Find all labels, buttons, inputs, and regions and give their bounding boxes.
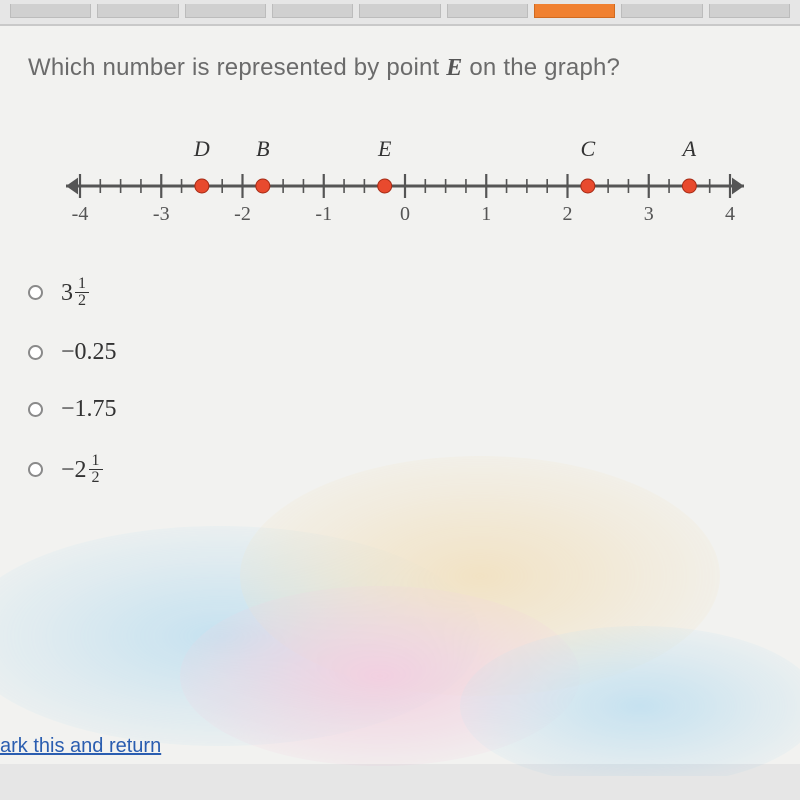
progress-tab[interactable] [709, 4, 790, 18]
svg-text:1: 1 [481, 203, 491, 225]
progress-tab[interactable] [185, 4, 266, 18]
question-suffix: on the graph? [463, 54, 621, 81]
radio-button[interactable] [28, 345, 43, 360]
radio-button[interactable] [28, 402, 43, 417]
progress-tab[interactable] [272, 4, 353, 18]
question-text: Which number is represented by point E o… [28, 54, 772, 82]
answer-option[interactable]: 312 [28, 276, 772, 309]
svg-text:-3: -3 [153, 203, 170, 225]
progress-tab[interactable] [10, 4, 91, 18]
mark-and-return-link[interactable]: ark this and return [0, 735, 161, 758]
number-line-svg: -4 -3 -2 -1 0 1 2 3 4 D B E C A [50, 116, 750, 236]
answer-option[interactable]: −212 [28, 453, 772, 486]
svg-text:-4: -4 [72, 203, 89, 225]
svg-text:3: 3 [644, 203, 654, 225]
svg-text:A: A [681, 136, 697, 161]
svg-text:D: D [193, 136, 210, 161]
progress-tab[interactable] [447, 4, 528, 18]
option-label: −1.75 [61, 396, 117, 423]
progress-tab-current[interactable] [534, 4, 615, 18]
top-tab-strip [0, 0, 800, 24]
svg-text:E: E [377, 136, 392, 161]
svg-text:B: B [256, 136, 269, 161]
answer-option[interactable]: −1.75 [28, 396, 772, 423]
svg-text:C: C [580, 136, 595, 161]
radio-button[interactable] [28, 462, 43, 477]
svg-text:2: 2 [563, 203, 573, 225]
svg-text:0: 0 [400, 203, 410, 225]
radio-button[interactable] [28, 285, 43, 300]
option-label: −0.25 [61, 339, 117, 366]
photo-glare [0, 456, 800, 776]
svg-text:4: 4 [725, 203, 735, 225]
number-line: -4 -3 -2 -1 0 1 2 3 4 D B E C A [50, 116, 750, 236]
progress-tab[interactable] [97, 4, 178, 18]
question-panel: Which number is represented by point E o… [0, 24, 800, 764]
option-label: 312 [61, 276, 89, 309]
svg-text:-2: -2 [234, 203, 251, 225]
answer-option[interactable]: −0.25 [28, 339, 772, 366]
question-prefix: Which number is represented by point [28, 54, 446, 81]
option-label: −212 [61, 453, 103, 486]
answer-options: 312 −0.25 −1.75 −212 [28, 276, 772, 486]
progress-tab[interactable] [359, 4, 440, 18]
question-point-letter: E [446, 55, 462, 81]
svg-text:-1: -1 [315, 203, 332, 225]
progress-tab[interactable] [621, 4, 702, 18]
